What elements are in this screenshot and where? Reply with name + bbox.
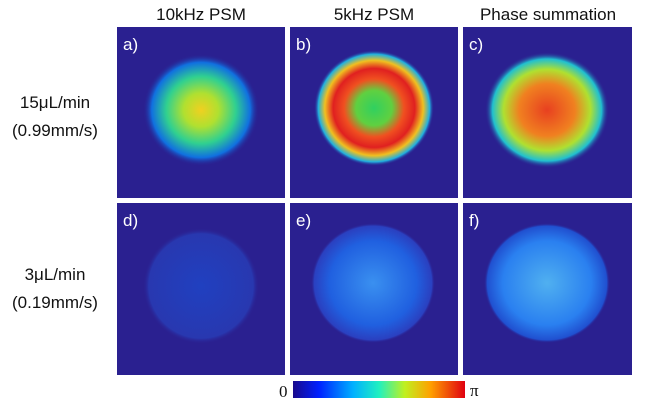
row-label: 3μL/min: [25, 265, 86, 284]
panel-label: d): [123, 211, 138, 230]
panel-label: f): [469, 211, 479, 230]
colorbar-max: π: [470, 381, 479, 400]
panel-label: c): [469, 35, 483, 54]
row-label: (0.19mm/s): [12, 293, 98, 312]
panel: e): [290, 203, 458, 375]
panel-label: b): [296, 35, 311, 54]
panel-label: a): [123, 35, 138, 54]
row-label: (0.99mm/s): [12, 121, 98, 140]
row-label: 15μL/min: [20, 93, 90, 112]
panel: a): [117, 27, 285, 198]
colorbar-min: 0: [279, 382, 288, 401]
panel-label: e): [296, 211, 311, 230]
panel: b): [290, 27, 458, 198]
column-header: 10kHz PSM: [156, 5, 246, 24]
column-header: Phase summation: [480, 5, 616, 24]
panel: d): [117, 203, 285, 375]
column-header: 5kHz PSM: [334, 5, 414, 24]
panel: c): [463, 27, 632, 198]
panel: f): [463, 203, 632, 375]
colorbar: [293, 381, 465, 398]
